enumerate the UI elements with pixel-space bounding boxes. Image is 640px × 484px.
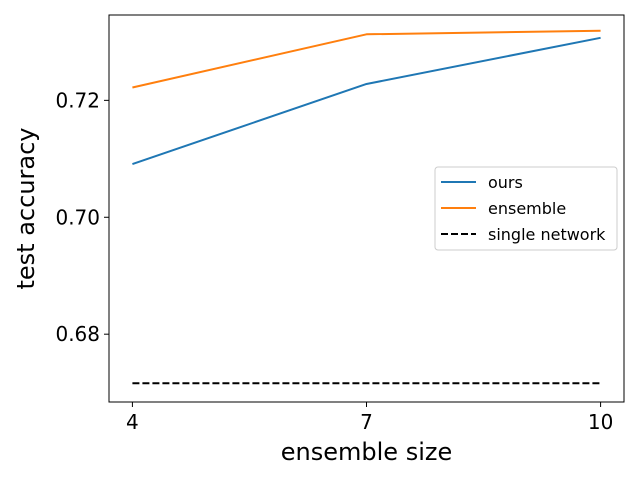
legend-label: single network: [488, 225, 606, 244]
y-axis-label: test accuracy: [12, 128, 40, 290]
x-tick-label: 4: [126, 410, 139, 434]
y-tick-label: 0.68: [55, 322, 100, 346]
y-tick-label: 0.72: [55, 88, 100, 112]
legend-box: [434, 166, 618, 251]
legend: ours ensemble single network: [434, 166, 618, 251]
y-tick-label: 0.70: [55, 205, 100, 229]
series-line-ours: [132, 36, 601, 166]
y-axis-ticks: 0.68 0.70 0.72: [55, 88, 109, 346]
legend-label: ours: [488, 173, 523, 192]
x-axis-ticks: 4 7 10: [126, 402, 613, 434]
series-layer: [132, 29, 601, 385]
legend-label: ensemble: [488, 199, 566, 218]
x-tick-label: 10: [588, 410, 613, 434]
x-axis-label: ensemble size: [281, 438, 452, 466]
series-line-ensemble: [132, 29, 601, 89]
x-tick-label: 7: [360, 410, 373, 434]
